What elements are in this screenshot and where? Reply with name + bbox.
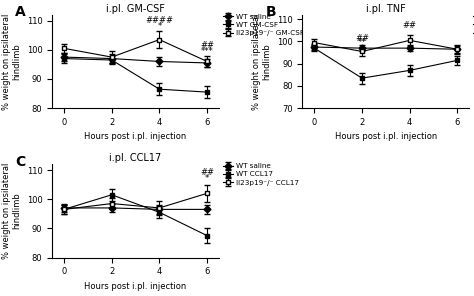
Y-axis label: % weight on ipsilateral
hindlimb: % weight on ipsilateral hindlimb [252,13,272,110]
Title: i.pl. TNF: i.pl. TNF [366,4,406,14]
Title: i.pl. CCL17: i.pl. CCL17 [109,153,162,163]
Y-axis label: % weight on ipsilateral
hindlimb: % weight on ipsilateral hindlimb [2,13,21,110]
Text: A: A [16,5,26,20]
Y-axis label: % weight on ipsilateral
hindlimb: % weight on ipsilateral hindlimb [2,163,21,259]
Text: B: B [266,5,276,20]
Text: ***: *** [201,47,213,56]
Text: ##: ## [200,168,214,177]
Legend: WT saline, WT GM-CSF, Il23p19⁻/⁻ GM-CSF: WT saline, WT GM-CSF, Il23p19⁻/⁻ GM-CSF [223,14,304,36]
Text: ##: ## [355,33,369,43]
X-axis label: Hours post i.pl. injection: Hours post i.pl. injection [335,132,437,141]
Text: *: * [205,174,209,183]
X-axis label: Hours post i.pl. injection: Hours post i.pl. injection [84,132,187,141]
X-axis label: Hours post i.pl. injection: Hours post i.pl. injection [84,282,187,291]
Legend: WT saline, WT CCL17, Il23p19⁻/⁻ CCL17: WT saline, WT CCL17, Il23p19⁻/⁻ CCL17 [223,163,299,186]
Title: i.pl. GM-CSF: i.pl. GM-CSF [106,4,165,14]
Text: **: ** [358,38,366,47]
Text: ##: ## [403,21,417,30]
Legend: WT saline, WT TNF, Il23p19⁻/⁻ TNF: WT saline, WT TNF, Il23p19⁻/⁻ TNF [473,14,474,36]
Text: *: * [157,22,162,31]
Text: C: C [16,155,26,169]
Text: ####: #### [146,16,173,25]
Text: ##: ## [200,41,214,50]
